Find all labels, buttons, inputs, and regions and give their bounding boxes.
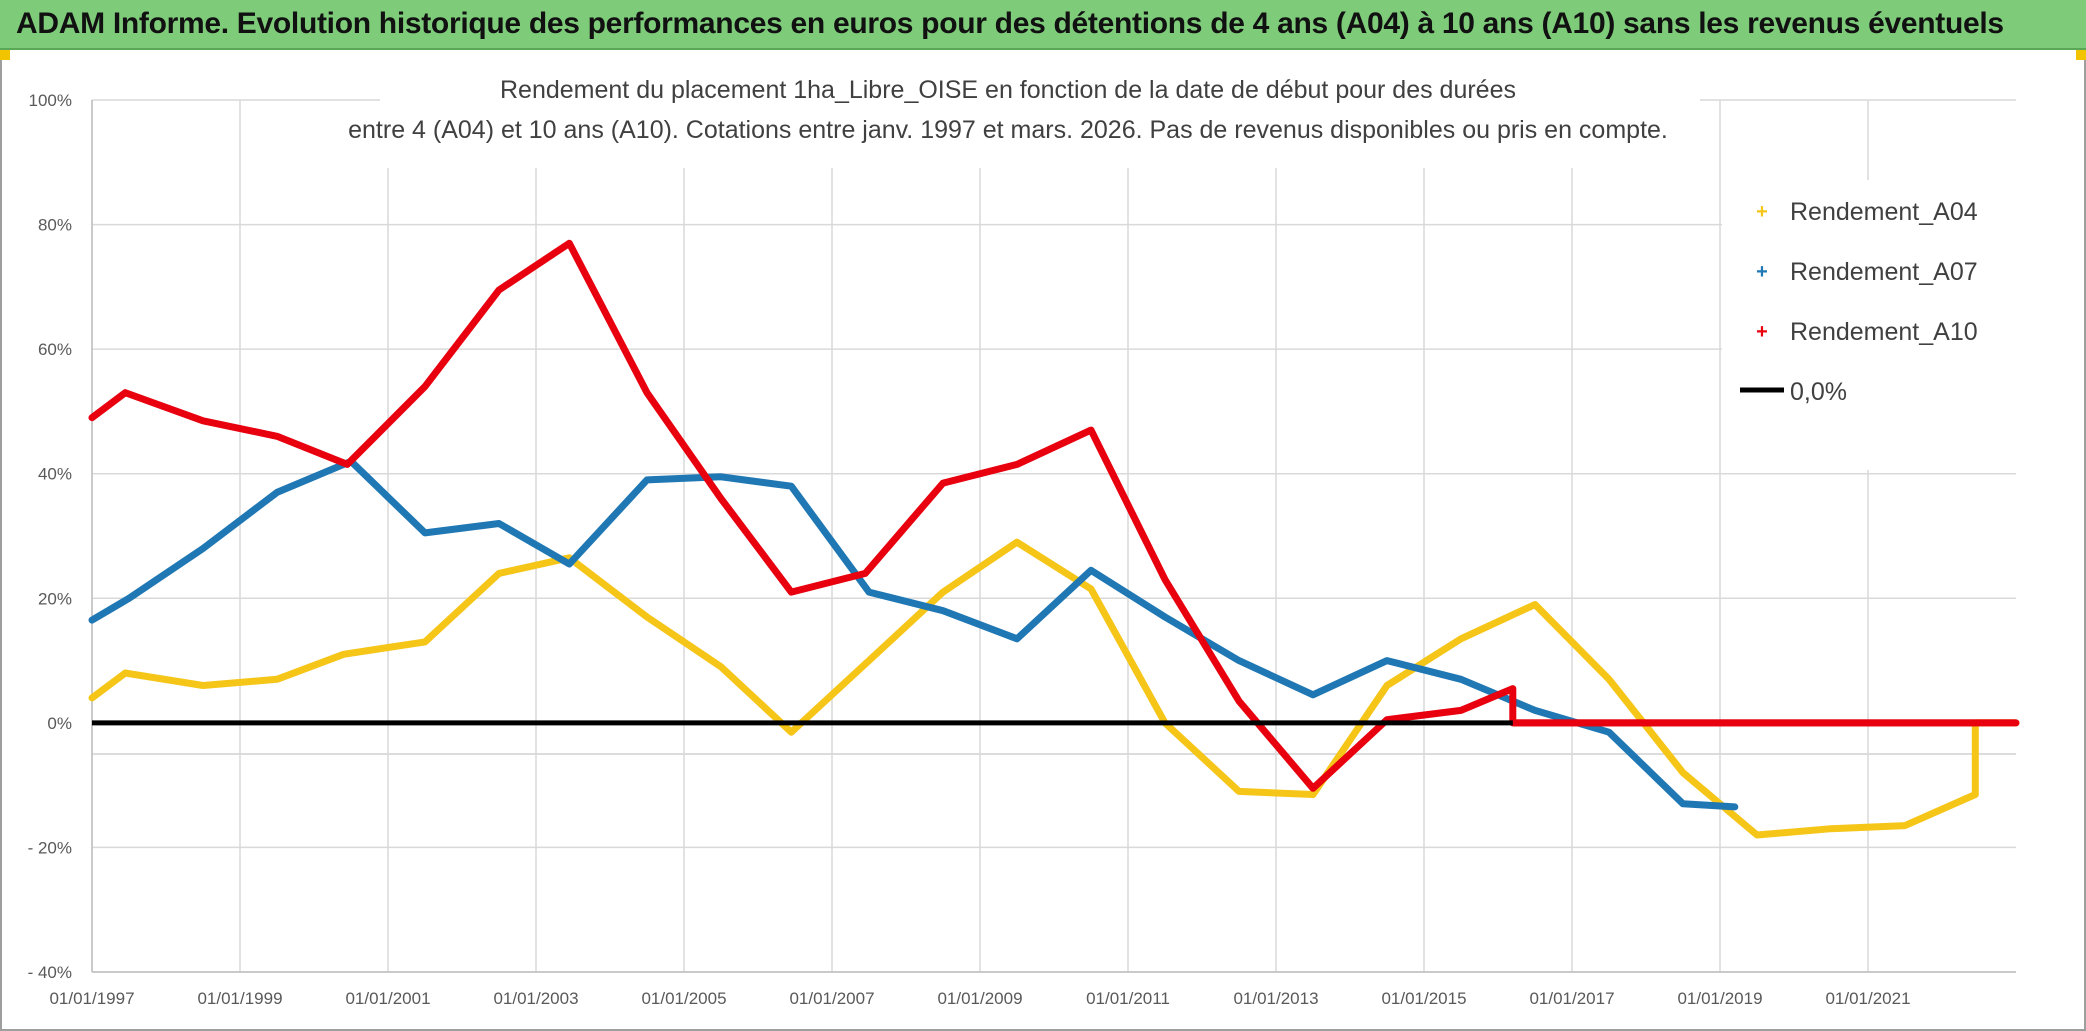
y-axis-ticks: 100% 80% 60% 40% 20% 0% - 20% - 40% [28,91,72,982]
banner-title: ADAM Informe. Evolution historique des p… [16,7,2004,40]
x-tick-label: 01/01/2019 [1677,989,1762,1008]
y-tick-label: 40% [38,465,72,484]
chart-title-line1: Rendement du placement 1ha_Libre_OISE en… [500,76,1516,104]
x-tick-label: 01/01/1997 [49,989,134,1008]
x-tick-label: 01/01/2003 [493,989,578,1008]
x-tick-label: 01/01/2017 [1529,989,1614,1008]
legend-marker-rendement-a07: + [1756,261,1768,283]
x-tick-label: 01/01/2007 [789,989,874,1008]
legend-marker-rendement-a04: + [1756,201,1768,223]
y-tick-label: 80% [38,216,72,235]
y-tick-label: 0% [47,714,72,733]
x-axis-ticks: 01/01/1997 01/01/1999 01/01/2001 01/01/2003… [49,989,1910,1008]
legend-label-zero-line: 0,0% [1790,378,1847,406]
legend-background [1722,180,2022,470]
series-group [88,239,2020,839]
chart-title: Rendement du placement 1ha_Libre_OISE en… [348,50,1700,168]
y-tick-label: 60% [38,340,72,359]
x-tick-label: 01/01/1999 [197,989,282,1008]
x-tick-label: 01/01/2009 [937,989,1022,1008]
x-tick-label: 01/01/2021 [1825,989,1910,1008]
y-tick-label: - 40% [28,963,72,982]
series-line-rendement-a10 [88,239,2020,792]
title-background [380,50,1700,168]
series-line-rendement-a04 [88,538,2020,839]
chart-title-line2: entre 4 (A04) et 10 ans (A10). Cotations… [348,116,1668,144]
x-tick-label: 01/01/2011 [1086,989,1170,1008]
corner-marker-left [0,50,10,60]
x-tick-label: 01/01/2015 [1381,989,1466,1008]
series-line-rendement-a07 [88,457,1739,811]
x-tick-label: 01/01/2005 [641,989,726,1008]
legend-label-rendement-a07: Rendement_A07 [1790,258,1978,286]
legend-label-rendement-a04: Rendement_A04 [1790,198,1978,226]
gridlines [91,99,2016,973]
corner-marker-right [2076,50,2086,60]
x-tick-label: 01/01/2013 [1233,989,1318,1008]
x-tick-label: 01/01/2001 [345,989,430,1008]
legend: + Rendement_A04 + Rendement_A07 + Rendement_A… [1722,180,2022,470]
legend-label-rendement-a10: Rendement_A10 [1790,318,1978,346]
y-tick-label: - 20% [28,838,72,857]
banner: ADAM Informe. Evolution historique des p… [0,0,2086,50]
y-tick-label: 20% [38,589,72,608]
legend-marker-rendement-a10: + [1756,321,1768,343]
y-tick-label: 100% [29,91,72,110]
chart-area: 100%80%60%40%20%0%- 20%- 40% 01/01/1997 0… [28,50,2022,1008]
